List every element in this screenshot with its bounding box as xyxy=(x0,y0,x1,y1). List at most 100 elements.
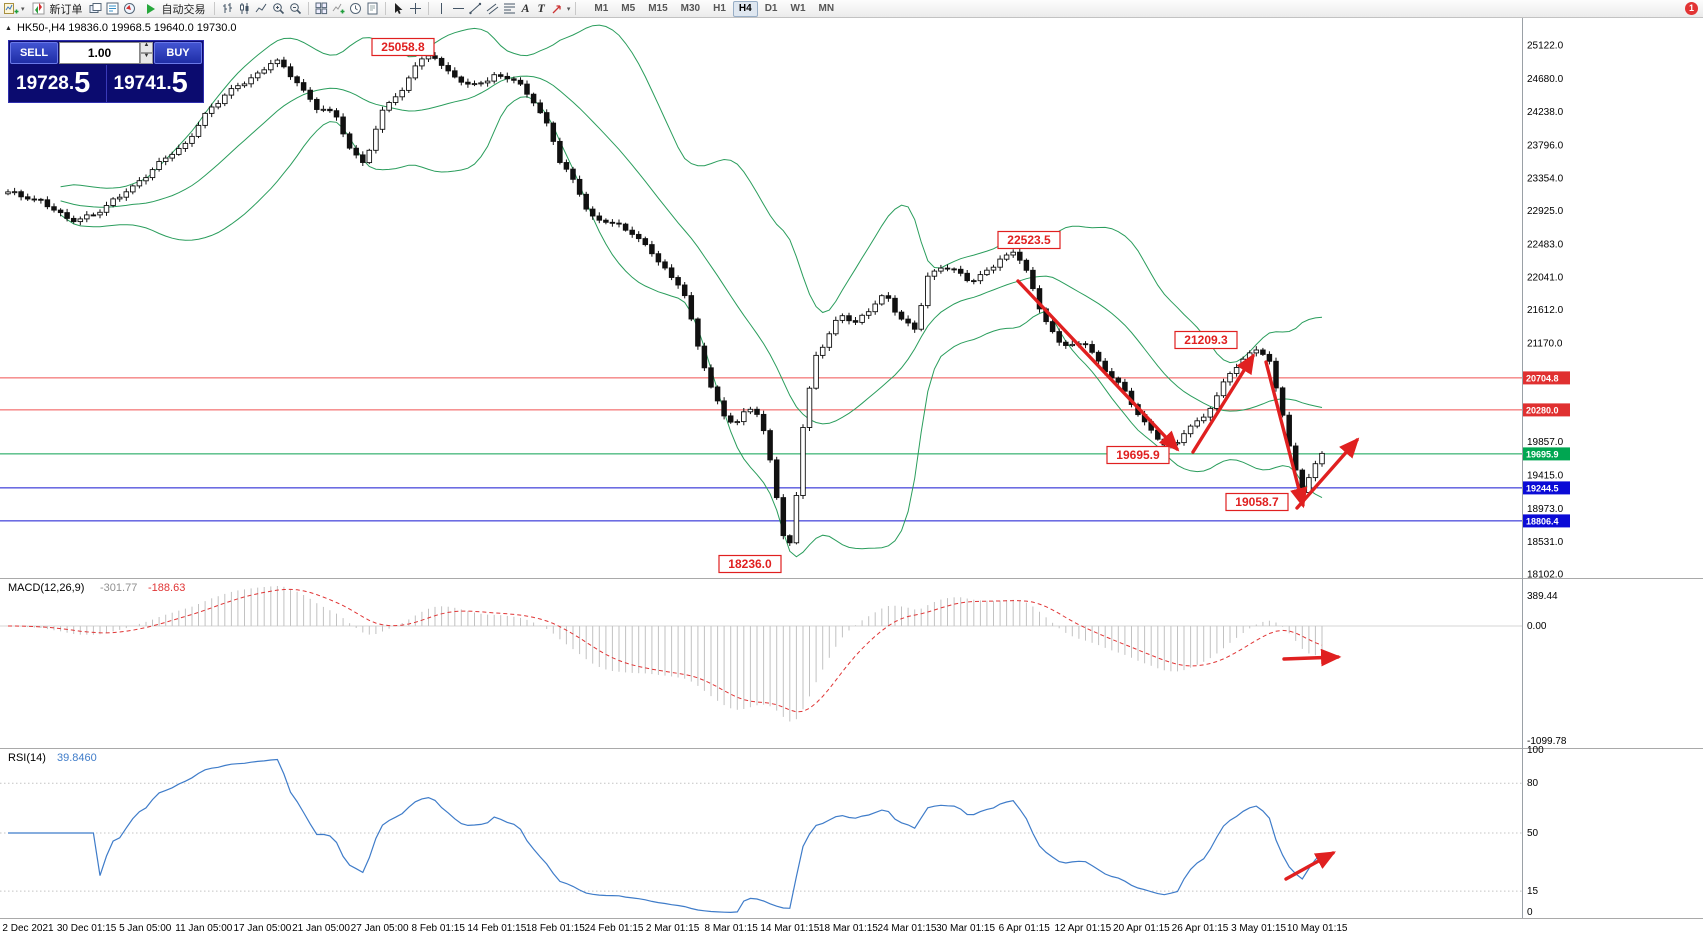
svg-text:-1099.78: -1099.78 xyxy=(1527,736,1567,747)
trade-panel-divider xyxy=(105,65,107,102)
bar-chart-icon[interactable] xyxy=(219,1,236,17)
svg-text:389.44: 389.44 xyxy=(1527,591,1558,602)
price-tag-18806.4: 18806.4 xyxy=(1523,514,1570,528)
templates-icon[interactable] xyxy=(364,1,381,17)
svg-text:24 Feb 01:15: 24 Feb 01:15 xyxy=(585,923,644,934)
svg-text:30 Dec 01:15: 30 Dec 01:15 xyxy=(57,923,117,934)
svg-text:25058.8: 25058.8 xyxy=(381,40,425,54)
buy-price-main: 19741. xyxy=(113,72,172,94)
svg-text:18973.0: 18973.0 xyxy=(1527,504,1564,515)
svg-text:18102.0: 18102.0 xyxy=(1527,570,1564,581)
trend-arrow[interactable] xyxy=(1282,648,1342,667)
bollinger-upper xyxy=(60,24,1323,364)
buy-button[interactable]: BUY xyxy=(154,42,202,64)
horizontal-line-icon[interactable] xyxy=(450,1,467,17)
tile-windows-icon[interactable] xyxy=(313,1,330,17)
trend-arrow[interactable] xyxy=(1295,437,1360,510)
price-annotation[interactable]: 21209.3 xyxy=(1174,330,1238,350)
price-annotation[interactable]: 22523.5 xyxy=(997,230,1061,250)
svg-text:22925.0: 22925.0 xyxy=(1527,206,1564,217)
crosshair-icon[interactable] xyxy=(407,1,424,17)
svg-text:0.00: 0.00 xyxy=(1527,621,1547,632)
auto-trading-button[interactable]: 自动交易 xyxy=(138,1,210,17)
timeframe-h1[interactable]: H1 xyxy=(707,1,732,17)
candles-layer xyxy=(5,52,1325,546)
bollinger-bands xyxy=(60,24,1323,558)
timeframe-m15[interactable]: M15 xyxy=(642,1,673,17)
time-axis[interactable]: 2 Dec 2021 30 Dec 01:15 5 Jan 05:00 11 Jan … xyxy=(2,923,1348,934)
fibonacci-icon[interactable] xyxy=(501,1,518,17)
chevron-down-icon[interactable]: ▾ xyxy=(566,5,571,13)
timeframe-m5[interactable]: M5 xyxy=(615,1,641,17)
zoom-in-icon[interactable] xyxy=(270,1,287,17)
price-annotation[interactable]: 19058.7 xyxy=(1225,492,1289,512)
price-annotation[interactable]: 25058.8 xyxy=(371,37,435,57)
svg-text:23796.0: 23796.0 xyxy=(1527,140,1564,151)
price-axis[interactable]: 25122.0 24680.0 24238.0 23796.0 23354.0 22925… xyxy=(1522,18,1571,918)
navigator-icon[interactable] xyxy=(121,1,138,17)
vertical-line-icon[interactable] xyxy=(433,1,450,17)
channel-icon[interactable] xyxy=(484,1,501,17)
svg-text:20280.0: 20280.0 xyxy=(1526,405,1559,415)
symbol-ohlc-label: HK50-,H4 19836.0 19968.5 19640.0 19730.0 xyxy=(16,22,237,34)
toolbar-separator xyxy=(213,2,215,15)
volume-decrease-button[interactable]: ▼ xyxy=(140,53,153,64)
arrow-tool-icon[interactable] xyxy=(549,1,566,17)
price-annotation[interactable]: 18236.0 xyxy=(718,554,782,574)
svg-text:18806.4: 18806.4 xyxy=(1526,516,1559,526)
trend-arrow[interactable] xyxy=(1191,353,1255,454)
chevron-down-icon[interactable]: ▾ xyxy=(21,5,25,13)
svg-text:25122.0: 25122.0 xyxy=(1527,41,1564,52)
candlestick-chart-icon[interactable] xyxy=(236,1,253,17)
timeframe-w1[interactable]: W1 xyxy=(785,1,812,17)
volume-input[interactable] xyxy=(59,42,140,64)
zoom-out-icon[interactable] xyxy=(287,1,304,17)
svg-text:21 Jan 05:00: 21 Jan 05:00 xyxy=(292,923,350,934)
trend-arrow[interactable] xyxy=(1016,279,1180,452)
new-chart-icon[interactable] xyxy=(3,1,20,17)
one-click-toggle-icon[interactable]: ▲ xyxy=(5,24,12,32)
svg-text:0: 0 xyxy=(1527,907,1533,918)
timeframe-m30[interactable]: M30 xyxy=(675,1,706,17)
svg-text:10 May 01:15: 10 May 01:15 xyxy=(1287,923,1348,934)
notifications-badge[interactable]: 1 xyxy=(1685,2,1698,15)
price-tag-19244.5: 19244.5 xyxy=(1523,481,1570,495)
market-watch-icon[interactable] xyxy=(104,1,121,17)
sell-button[interactable]: SELL xyxy=(10,42,58,64)
volume-increase-button[interactable]: ▲ xyxy=(140,42,153,53)
text-tool[interactable]: A xyxy=(521,1,530,15)
trendline-icon[interactable] xyxy=(467,1,484,17)
indicators-icon[interactable] xyxy=(330,1,347,17)
price-tag-20280.0: 20280.0 xyxy=(1523,403,1570,417)
price-lines-layer[interactable] xyxy=(0,377,1522,522)
sell-price-big-digit: 5 xyxy=(74,67,91,99)
trade-panel-prices: 19728. 5 19741. 5 xyxy=(9,65,203,102)
svg-text:6 Apr 01:15: 6 Apr 01:15 xyxy=(999,923,1051,934)
new-order-button[interactable]: 新订单 xyxy=(26,1,87,17)
annotations-layer[interactable]: 25058.8 22523.5 21209.3 19695.9 19058.7 18236… xyxy=(371,37,1360,881)
periods-icon[interactable] xyxy=(347,1,364,17)
timeframe-m1[interactable]: M1 xyxy=(588,1,614,17)
macd-signal-line xyxy=(8,588,1323,713)
price-annotation[interactable]: 19695.9 xyxy=(1106,445,1170,465)
sell-price[interactable]: 19728. 5 xyxy=(9,65,106,102)
svg-text:-188.63: -188.63 xyxy=(148,582,185,594)
timeframe-mn[interactable]: MN xyxy=(813,1,841,17)
timeframe-d1[interactable]: D1 xyxy=(759,1,784,17)
svg-text:19058.7: 19058.7 xyxy=(1235,495,1279,509)
timeframe-h4[interactable]: H4 xyxy=(732,0,758,17)
svg-text:18236.0: 18236.0 xyxy=(728,557,772,571)
svg-text:19857.0: 19857.0 xyxy=(1527,437,1564,448)
buy-price[interactable]: 19741. 5 xyxy=(107,65,204,102)
trend-arrow[interactable] xyxy=(1264,360,1308,509)
trend-arrow[interactable] xyxy=(1284,851,1336,881)
cursor-icon[interactable] xyxy=(390,1,407,17)
line-chart-icon[interactable] xyxy=(253,1,270,17)
label-tool[interactable]: T xyxy=(537,1,545,15)
svg-text:22483.0: 22483.0 xyxy=(1527,239,1564,250)
cascade-windows-icon[interactable] xyxy=(87,1,104,17)
svg-text:5 Jan 05:00: 5 Jan 05:00 xyxy=(119,923,172,934)
svg-text:21209.3: 21209.3 xyxy=(1184,333,1228,347)
